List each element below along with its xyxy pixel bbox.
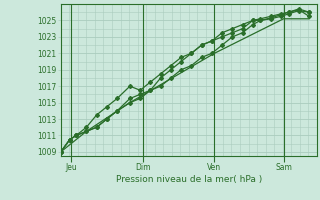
X-axis label: Pression niveau de la mer( hPa ): Pression niveau de la mer( hPa ) — [116, 175, 262, 184]
